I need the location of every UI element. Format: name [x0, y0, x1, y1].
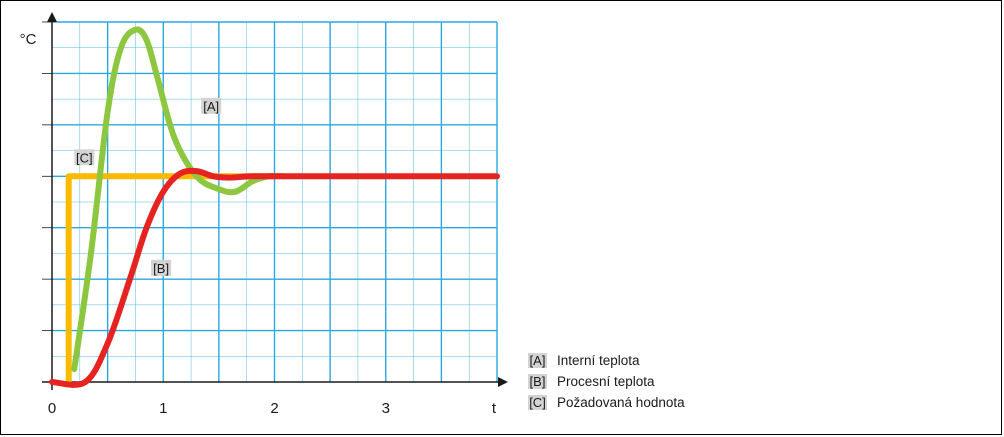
legend-label-a: Interní teplota	[557, 353, 640, 368]
y-axis-arrow	[47, 12, 57, 22]
legend-tag-bg	[528, 353, 547, 368]
x-tick-label: 2	[270, 400, 278, 417]
legend-label-c: Požadovaná hodnota	[557, 395, 685, 410]
y-axis-label: °C	[20, 31, 37, 48]
legend-tag-b: [B]	[530, 374, 546, 389]
x-axis-label: t	[492, 400, 497, 417]
legend-tag-a: [A]	[530, 353, 546, 368]
annotation-b: [B]	[153, 261, 169, 276]
x-tick-label: 3	[382, 400, 390, 417]
annotation-tag-bg	[151, 259, 172, 276]
annotation-a: [A]	[203, 99, 219, 114]
annotation-c: [C]	[76, 150, 93, 165]
legend-tag-bg	[528, 395, 547, 410]
annotation-tag-bg	[201, 97, 222, 114]
series-line-a	[71, 26, 289, 373]
x-axis-arrow	[498, 377, 508, 387]
legend-tag-bg	[528, 374, 547, 389]
legend-tag-c: [C]	[529, 395, 546, 410]
legend-label-b: Procesní teplota	[557, 374, 655, 389]
x-tick-label: 0	[48, 400, 56, 417]
x-tick-label: 1	[159, 400, 167, 417]
annotation-tag-bg	[74, 149, 95, 166]
series-line-b	[49, 167, 500, 388]
